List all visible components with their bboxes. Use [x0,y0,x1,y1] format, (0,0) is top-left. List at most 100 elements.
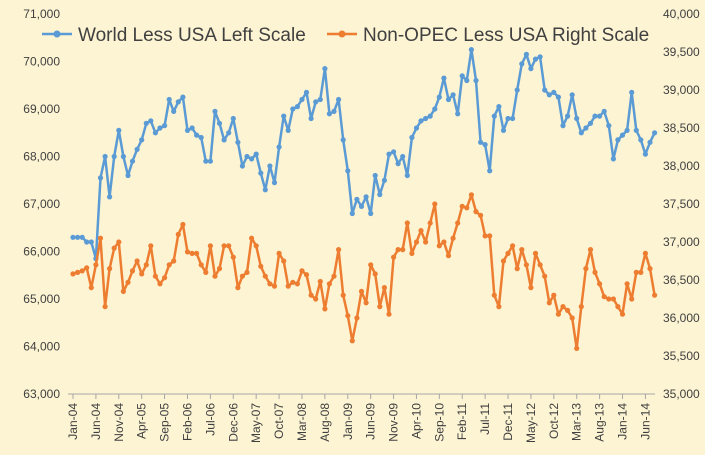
data-point [555,94,562,100]
data-point [226,130,232,136]
data-point [473,209,479,215]
data-point [171,108,177,114]
data-point [652,292,658,298]
data-point [418,118,424,124]
data-point [285,283,291,289]
data-point [75,269,81,275]
data-point [331,108,337,114]
data-point [500,258,507,264]
data-point [615,137,621,143]
data-point [212,108,218,114]
data-point [445,96,452,103]
data-point [404,172,410,179]
data-point [647,266,653,272]
data-point [400,153,406,160]
data-point [418,228,424,234]
data-point [313,99,319,105]
data-point [436,94,442,100]
data-point [207,243,213,249]
data-point [478,212,484,218]
data-point [409,134,415,141]
data-point [79,268,85,274]
data-point [587,120,594,126]
data-point [400,247,406,253]
data-point [322,66,328,72]
data-point [514,266,520,272]
data-point [537,54,543,60]
data-point [180,94,186,100]
data-point [423,115,429,122]
data-point [116,239,122,245]
data-point [107,194,113,200]
data-point [377,304,383,310]
data-point [120,153,126,160]
data-point [102,153,108,160]
data-point [358,288,365,294]
data-point [143,262,149,268]
left-axis-tick-label: 65,000 [23,292,60,306]
left-axis-tick-label: 66,000 [23,245,60,259]
data-point [129,158,136,164]
data-point [175,99,181,105]
data-point [129,268,136,274]
data-point [601,294,607,300]
data-point [574,345,580,351]
data-point [459,203,465,209]
data-point [592,269,598,275]
data-point [203,269,209,275]
x-axis-tick-label: Feb-06 [180,403,194,441]
data-point [345,168,351,174]
x-axis-tick-label: Dec-11 [501,403,515,441]
data-point [542,87,548,93]
right-axis-tick-label: 38,000 [663,159,700,173]
data-point [93,262,99,268]
x-axis-tick-label: Nov-09 [387,403,401,442]
data-point [633,127,639,133]
data-point [509,115,516,122]
data-point [299,268,305,274]
legend-marker-world [53,30,61,38]
data-point [565,307,571,313]
data-point [523,262,530,268]
x-axis: Jan-04 Jun-04 Nov-04 Apr-05 Sep-05 Feb-06 Jul-… [66,393,655,443]
right-axis-tick-label: 35,500 [663,349,700,363]
data-point [349,338,355,344]
series-layer [70,47,658,351]
data-point [404,220,410,226]
data-point [542,273,548,279]
data-point [271,283,278,289]
data-point [88,285,94,291]
data-point [473,77,479,84]
data-point [482,233,488,239]
data-point [537,262,543,268]
x-axis-tick-label: Jun-14 [638,403,652,440]
data-point [546,300,552,306]
data-point [111,153,117,160]
data-point [519,61,525,67]
data-point [496,304,502,310]
x-axis-tick-label: Jul-11 [478,403,492,435]
legend-label-nonopec: Non-OPEC Less USA Right Scale [363,25,649,46]
data-point [647,139,653,145]
data-point [395,247,401,253]
data-point [134,146,140,152]
data-point [97,235,104,241]
x-axis-tick-label: Aug-08 [318,403,332,442]
data-point [642,250,649,256]
data-point [290,106,296,112]
data-point [363,300,369,306]
data-point [391,254,397,260]
right-axis-tick-label: 38,500 [663,121,700,135]
data-point [349,210,355,217]
data-point [427,113,433,119]
data-point [171,258,177,264]
data-point [184,249,191,255]
data-point [597,113,603,119]
data-point [276,144,282,150]
data-point [487,168,493,174]
data-point [583,125,589,131]
data-point [207,158,213,164]
right-axis-tick-label: 35,000 [663,387,700,401]
x-axis-tick-label: Mar-13 [570,403,584,441]
x-axis-tick-label: Jun-09 [364,403,378,440]
